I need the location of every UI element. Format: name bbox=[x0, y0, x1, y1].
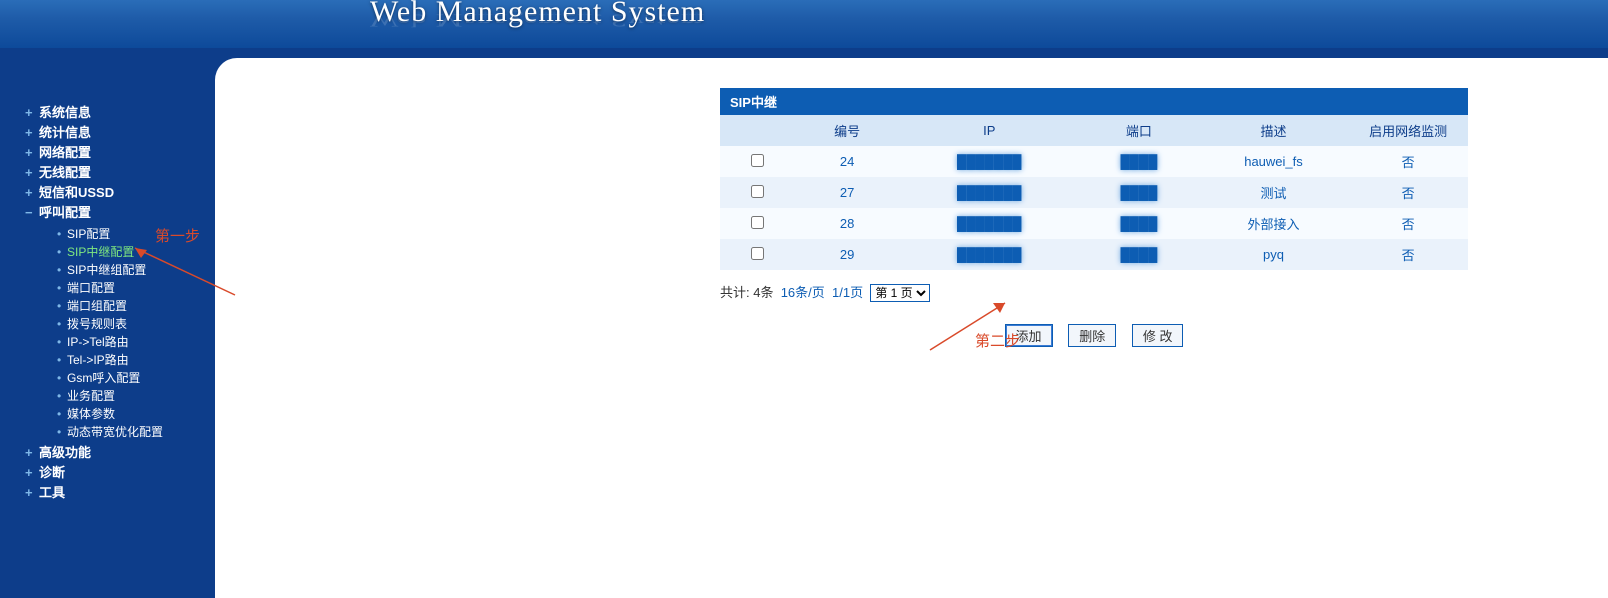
app-title: Web Management System bbox=[370, 0, 705, 29]
sidebar-sub-item[interactable]: 业务配置 bbox=[57, 387, 215, 405]
cell-monitor: 否 bbox=[1348, 177, 1468, 208]
cell-ip: ███████ bbox=[900, 177, 1080, 208]
table-header: 端口 bbox=[1079, 115, 1199, 146]
sidebar-top-label: 短信和USSD bbox=[39, 185, 114, 200]
table-row: 29███████████pyq否 bbox=[720, 239, 1468, 270]
cell-monitor: 否 bbox=[1348, 208, 1468, 239]
cell-desc: 外部接入 bbox=[1199, 208, 1349, 239]
cell-ip: ███████ bbox=[900, 208, 1080, 239]
sidebar-top-label: 诊断 bbox=[39, 465, 65, 480]
sidebar-top-item[interactable]: 网络配置 bbox=[25, 143, 215, 163]
table-header: 编号 bbox=[795, 115, 900, 146]
cell-desc: hauwei_fs bbox=[1199, 146, 1349, 177]
sidebar-top-item[interactable]: 呼叫配置 SIP配置SIP中继配置SIP中继组配置端口配置端口组配置拨号规则表IP… bbox=[25, 203, 215, 441]
pager-total: 共计: 4条 bbox=[720, 285, 773, 300]
sidebar-top-label: 呼叫配置 bbox=[39, 205, 91, 220]
cell-port: ████ bbox=[1079, 239, 1199, 270]
pager: 共计: 4条 16条/页 1/1页 第 1 页 bbox=[720, 282, 1468, 302]
cell-port: ████ bbox=[1079, 177, 1199, 208]
sidebar-top-item[interactable]: 统计信息 bbox=[25, 123, 215, 143]
sidebar-top-label: 高级功能 bbox=[39, 445, 91, 460]
row-checkbox[interactable] bbox=[751, 216, 764, 229]
sidebar-top-label: 工具 bbox=[39, 485, 65, 500]
table-row: 28███████████外部接入否 bbox=[720, 208, 1468, 239]
sidebar-top-item[interactable]: 无线配置 bbox=[25, 163, 215, 183]
button-row: 添加 删除 修 改 bbox=[720, 324, 1468, 347]
sidebar-top-label: 网络配置 bbox=[39, 145, 91, 160]
cell-port: ████ bbox=[1079, 208, 1199, 239]
row-checkbox[interactable] bbox=[751, 154, 764, 167]
cell-monitor: 否 bbox=[1348, 146, 1468, 177]
table-header: 启用网络监测 bbox=[1348, 115, 1468, 146]
sidebar-top-item[interactable]: 工具 bbox=[25, 483, 215, 503]
sidebar-sub-item[interactable]: SIP配置 bbox=[57, 225, 215, 243]
page-select[interactable]: 第 1 页 bbox=[870, 284, 930, 302]
cell-port: ████ bbox=[1079, 146, 1199, 177]
sidebar-sub-item[interactable]: SIP中继组配置 bbox=[57, 261, 215, 279]
sidebar-top-item[interactable]: 短信和USSD bbox=[25, 183, 215, 203]
sidebar-sub-item[interactable]: 端口组配置 bbox=[57, 297, 215, 315]
cell-id: 24 bbox=[795, 146, 900, 177]
sidebar-top-label: 统计信息 bbox=[39, 125, 91, 140]
cell-id: 28 bbox=[795, 208, 900, 239]
sidebar: 系统信息统计信息网络配置无线配置短信和USSD 呼叫配置 SIP配置SIP中继配置S… bbox=[0, 48, 215, 598]
header: Web Management System Web Management Sys… bbox=[0, 0, 1608, 48]
cell-desc: 测试 bbox=[1199, 177, 1349, 208]
table-header: 描述 bbox=[1199, 115, 1349, 146]
cell-desc: pyq bbox=[1199, 239, 1349, 270]
cell-ip: ███████ bbox=[900, 146, 1080, 177]
pager-range: 1/1页 bbox=[832, 285, 863, 300]
sidebar-top-item[interactable]: 系统信息 bbox=[25, 103, 215, 123]
panel-title: SIP中继 bbox=[720, 88, 1468, 115]
sidebar-sub-item[interactable]: 动态带宽优化配置 bbox=[57, 423, 215, 441]
modify-button[interactable]: 修 改 bbox=[1132, 324, 1184, 347]
content-area: SIP中继 编号IP端口描述启用网络监测 24███████████hauwei… bbox=[215, 58, 1608, 598]
sidebar-sub-item[interactable]: SIP中继配置 bbox=[57, 243, 215, 261]
sidebar-sub-item[interactable]: 媒体参数 bbox=[57, 405, 215, 423]
sidebar-sub-item[interactable]: 拨号规则表 bbox=[57, 315, 215, 333]
sidebar-sub-item[interactable]: 端口配置 bbox=[57, 279, 215, 297]
sidebar-top-label: 无线配置 bbox=[39, 165, 91, 180]
table-row: 27███████████测试否 bbox=[720, 177, 1468, 208]
row-checkbox[interactable] bbox=[751, 185, 764, 198]
cell-id: 29 bbox=[795, 239, 900, 270]
delete-button[interactable]: 删除 bbox=[1068, 324, 1116, 347]
sidebar-sub-item[interactable]: Gsm呼入配置 bbox=[57, 369, 215, 387]
sip-trunk-table: 编号IP端口描述启用网络监测 24███████████hauwei_fs否27… bbox=[720, 115, 1468, 270]
row-checkbox[interactable] bbox=[751, 247, 764, 260]
pager-perpage: 16条/页 bbox=[781, 285, 825, 300]
sidebar-top-label: 系统信息 bbox=[39, 105, 91, 120]
cell-id: 27 bbox=[795, 177, 900, 208]
table-header: IP bbox=[900, 115, 1080, 146]
sidebar-sub-item[interactable]: Tel->IP路由 bbox=[57, 351, 215, 369]
sidebar-top-item[interactable]: 诊断 bbox=[25, 463, 215, 483]
cell-ip: ███████ bbox=[900, 239, 1080, 270]
table-header bbox=[720, 115, 795, 146]
table-row: 24███████████hauwei_fs否 bbox=[720, 146, 1468, 177]
cell-monitor: 否 bbox=[1348, 239, 1468, 270]
sidebar-sub-item[interactable]: IP->Tel路由 bbox=[57, 333, 215, 351]
sidebar-top-item[interactable]: 高级功能 bbox=[25, 443, 215, 463]
add-button[interactable]: 添加 bbox=[1005, 324, 1053, 347]
